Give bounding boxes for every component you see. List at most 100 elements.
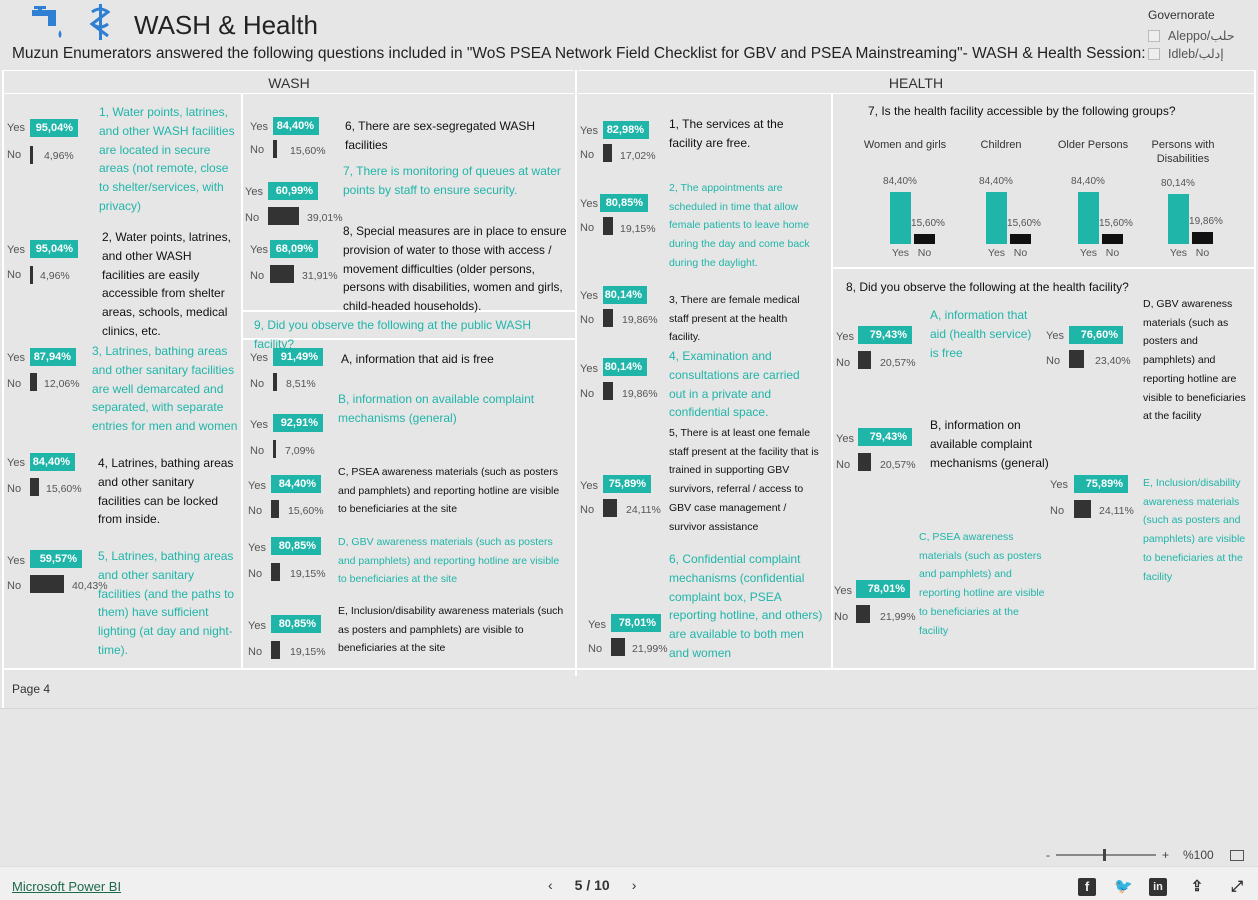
no-percent: 4,96% [40, 270, 70, 282]
no-label: No [1046, 355, 1061, 367]
no-percent: 24,11% [1099, 505, 1134, 517]
zoom-in-button[interactable]: + [1162, 848, 1170, 862]
no-bar [603, 499, 617, 517]
yes-label: Yes [836, 433, 854, 445]
chart-category-label: Older Persons [1057, 139, 1129, 151]
no-bar [273, 140, 277, 158]
fit-to-page-icon[interactable] [1229, 849, 1244, 861]
no-bar [611, 638, 625, 656]
checkbox[interactable] [1148, 29, 1160, 42]
governorate-filter-title: Governorate [1148, 8, 1215, 22]
divider [833, 267, 1254, 269]
no-percent: 19,86% [622, 314, 658, 326]
yes-chart-bar [890, 191, 911, 244]
zoom-slider[interactable] [1056, 849, 1156, 861]
wash-section-header: WASH [4, 70, 574, 94]
no-label: No [248, 646, 263, 658]
next-page-icon[interactable]: › [631, 877, 637, 893]
no-label: No [580, 314, 595, 326]
fullscreen-icon[interactable]: ⤢ [1230, 878, 1243, 895]
accessibility-bar-chart: Women and girls 84,40% Yes 15,60% No Children… [846, 130, 1246, 266]
chart-value-label: 84,40% [883, 175, 917, 187]
divider [575, 70, 577, 676]
footer-bar [0, 866, 1258, 900]
chart-value-label: 15,60% [911, 218, 945, 230]
yes-label: Yes [250, 352, 268, 364]
yes-bar: 76,60% [1069, 326, 1123, 344]
yes-label: Yes [245, 186, 263, 198]
no-percent: 20,57% [880, 357, 916, 369]
no-chart-bar [1102, 234, 1123, 244]
medical-caduceus-icon [89, 4, 111, 40]
yes-bar: 78,01% [856, 580, 910, 598]
no-percent: 39,01% [307, 212, 343, 224]
no-bar [273, 440, 276, 458]
prev-page-icon[interactable]: ‹ [548, 877, 553, 893]
yes-bar: 59,57% [30, 550, 82, 568]
chart-series-axis-label: Yes [1169, 247, 1188, 259]
no-percent: 19,15% [290, 646, 326, 658]
filter-option-idleb[interactable]: Idleb/إدلب [1148, 46, 1224, 61]
no-bar [1069, 350, 1084, 368]
no-bar [271, 641, 280, 659]
yes-label: Yes [7, 122, 25, 134]
share-icon[interactable]: ⇪ [1190, 878, 1204, 895]
yes-bar: 80,85% [271, 615, 321, 633]
no-percent: 21,99% [880, 611, 916, 623]
health-q8b-text: B, information on available complaint me… [930, 418, 1049, 470]
yes-label: Yes [580, 198, 598, 210]
yes-label: Yes [250, 244, 268, 256]
no-label: No [250, 144, 265, 156]
yes-label: Yes [580, 290, 598, 302]
yes-chart-bar [1168, 194, 1189, 244]
water-tap-icon [32, 6, 62, 38]
yes-bar: 84,40% [273, 117, 319, 135]
zoom-out-button[interactable]: - [1046, 848, 1050, 862]
no-bar [603, 382, 613, 400]
yes-label: Yes [248, 480, 266, 492]
yes-bar: 92,91% [273, 414, 323, 432]
yes-chart-bar [1078, 191, 1099, 244]
wash-q7-text: 7, There is monitoring of queues at wate… [343, 164, 561, 197]
no-bar [603, 309, 613, 327]
no-bar [273, 373, 277, 391]
no-chart-bar [1010, 234, 1031, 244]
wash-q6-text: 6, There are sex-segregated WASH facilit… [345, 119, 536, 152]
page-tab[interactable]: Page 4 [12, 682, 51, 696]
no-label: No [7, 378, 22, 390]
no-bar [270, 265, 294, 283]
chart-series-axis-label: Yes [891, 247, 910, 259]
checkbox[interactable] [1148, 47, 1160, 60]
chart-series-axis-label: No [1013, 247, 1028, 259]
twitter-icon[interactable]: 🐦 [1114, 878, 1133, 895]
chart-value-label: 80,14% [1161, 178, 1195, 190]
no-label: No [836, 459, 851, 471]
no-bar [30, 373, 37, 391]
no-percent: 12,06% [44, 378, 80, 390]
wash-q9e-text: E, Inclusion/disability awareness materi… [338, 605, 564, 655]
wash-q9b-text: B, information on available complaint me… [338, 392, 535, 425]
linkedin-icon[interactable]: in [1149, 878, 1167, 896]
yes-label: Yes [580, 125, 598, 137]
yes-label: Yes [588, 619, 606, 631]
yes-label: Yes [1050, 479, 1068, 491]
no-percent: 23,40% [1095, 355, 1131, 367]
no-bar [30, 575, 64, 593]
pagination: ‹ 5 / 10 › [548, 877, 636, 893]
no-percent: 19,86% [622, 388, 658, 400]
yes-label: Yes [834, 585, 852, 597]
power-bi-link[interactable]: Microsoft Power BI [12, 879, 122, 894]
page-title: WASH & Health [134, 10, 318, 40]
facebook-icon[interactable]: f [1078, 878, 1096, 896]
zoom-control[interactable]: - + %100 [1046, 848, 1244, 862]
yes-bar: 80,14% [603, 358, 647, 376]
chart-value-label: 84,40% [1071, 175, 1105, 187]
yes-label: Yes [7, 244, 25, 256]
filter-option-aleppo[interactable]: Aleppo/حلب [1148, 28, 1235, 43]
no-label: No [7, 483, 22, 495]
divider [243, 310, 575, 312]
report-header [0, 0, 1258, 70]
divider [243, 338, 575, 340]
divider [241, 94, 243, 670]
yes-label: Yes [7, 352, 25, 364]
